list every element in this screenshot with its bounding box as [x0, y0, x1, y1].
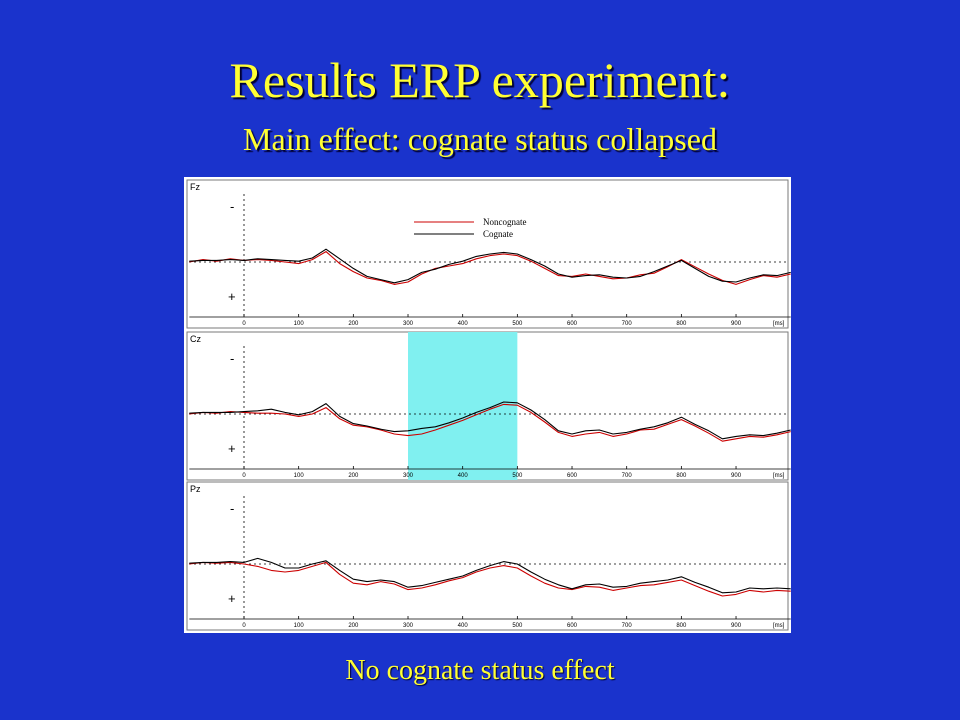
series-line-noncognate-cz [189, 403, 791, 442]
x-tick-label: 0 [242, 473, 246, 479]
legend-label-noncognate: Noncognate [483, 217, 526, 227]
highlight-window [408, 332, 518, 480]
polarity-minus: - [230, 351, 234, 366]
channel-label-fz: Fz [190, 182, 200, 192]
x-tick-label: 300 [403, 321, 414, 327]
x-tick-label: 400 [458, 321, 469, 327]
x-tick-label: 500 [512, 473, 523, 479]
x-tick-label: 300 [403, 473, 414, 479]
legend-label-cognate: Cognate [483, 229, 513, 239]
polarity-plus: + [228, 441, 236, 456]
x-tick-label: 200 [348, 473, 359, 479]
x-tick-label: 700 [622, 623, 633, 629]
x-tick-label: 200 [348, 623, 359, 629]
slide-footer: No cognate status effect [345, 655, 615, 686]
x-tick-label: 500 [512, 623, 523, 629]
x-tick-label: 800 [676, 321, 687, 327]
x-tick-label: 100 [294, 473, 305, 479]
x-tick-label: 100 [294, 623, 305, 629]
x-unit-label: [ms] [773, 473, 785, 479]
polarity-plus: + [228, 289, 236, 304]
erp-figure: Fz - +0 100 200 300 400 500 600 700 800 900 [ms] Nonc… [184, 177, 791, 633]
x-tick-label: 500 [512, 321, 523, 327]
x-tick-label: 700 [622, 473, 633, 479]
slide-title: Results ERP experiment: [229, 52, 731, 108]
x-tick-label: 900 [731, 321, 742, 327]
series-line-noncognate-pz [189, 561, 791, 597]
x-tick-label: 300 [403, 623, 414, 629]
slide-subtitle: Main effect: cognate status collapsed [243, 121, 717, 157]
series-line-cognate-cz [189, 401, 791, 440]
panel-frame-pz [186, 481, 789, 631]
x-tick-label: 800 [676, 623, 687, 629]
polarity-minus: - [230, 501, 234, 516]
x-tick-label: 400 [458, 623, 469, 629]
series-line-cognate-pz [189, 557, 791, 594]
polarity-minus: - [230, 199, 234, 214]
x-tick-label: 700 [622, 321, 633, 327]
x-tick-label: 200 [348, 321, 359, 327]
x-tick-label: 0 [242, 321, 246, 327]
series-line-cognate-fz [189, 248, 791, 284]
channel-label-pz: Pz [190, 484, 201, 494]
series-line-noncognate-fz [189, 251, 791, 285]
erp-chart-svg: Fz - +0 100 200 300 400 500 600 700 800 900 [ms] Nonc… [186, 179, 791, 631]
x-tick-label: 600 [567, 623, 578, 629]
x-tick-label: 0 [242, 623, 246, 629]
x-tick-label: 600 [567, 321, 578, 327]
x-tick-label: 800 [676, 473, 687, 479]
x-tick-label: 400 [458, 473, 469, 479]
x-tick-label: 600 [567, 473, 578, 479]
x-tick-label: 900 [731, 473, 742, 479]
polarity-plus: + [228, 591, 236, 606]
x-unit-label: [ms] [773, 623, 785, 629]
channel-label-cz: Cz [190, 334, 201, 344]
x-tick-label: 100 [294, 321, 305, 327]
x-tick-label: 900 [731, 623, 742, 629]
x-unit-label: [ms] [773, 321, 785, 327]
